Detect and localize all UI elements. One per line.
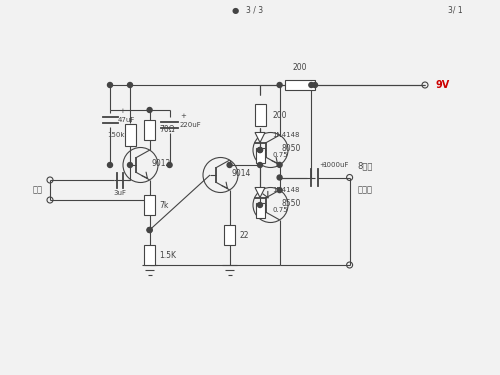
Text: 200: 200 — [272, 111, 287, 120]
Polygon shape — [255, 132, 265, 142]
Text: 3 / 3: 3 / 3 — [246, 6, 264, 15]
Polygon shape — [255, 188, 265, 198]
Circle shape — [128, 162, 132, 168]
Text: 3/ 1: 3/ 1 — [448, 6, 462, 15]
Text: 7k: 7k — [160, 201, 169, 210]
Text: 8欧姆: 8欧姆 — [357, 161, 372, 170]
Text: 200: 200 — [293, 63, 307, 72]
Text: 3uF: 3uF — [114, 190, 126, 196]
Circle shape — [277, 188, 282, 193]
Circle shape — [258, 162, 262, 168]
Text: 1N4148: 1N4148 — [272, 132, 300, 138]
Bar — [144, 195, 155, 215]
Text: +: + — [119, 108, 125, 114]
Circle shape — [277, 175, 282, 180]
Text: 1000uF: 1000uF — [322, 162, 348, 168]
Text: +: + — [180, 113, 186, 119]
Text: 220uF: 220uF — [180, 122, 202, 128]
Circle shape — [309, 82, 314, 87]
Text: 输入: 输入 — [32, 186, 42, 195]
Circle shape — [227, 162, 232, 168]
Text: 8550: 8550 — [282, 199, 301, 208]
Text: 70Ω: 70Ω — [160, 126, 175, 135]
Circle shape — [167, 162, 172, 168]
Text: 8050: 8050 — [282, 144, 301, 153]
Bar — [256, 147, 264, 162]
Text: ●: ● — [232, 6, 238, 15]
Circle shape — [108, 82, 112, 87]
Circle shape — [147, 228, 152, 232]
Text: 1N4148: 1N4148 — [272, 187, 300, 193]
Bar — [254, 104, 266, 126]
Bar — [144, 245, 155, 265]
Text: 9012: 9012 — [152, 159, 171, 168]
Circle shape — [312, 82, 318, 87]
Text: 9014: 9014 — [232, 169, 252, 178]
Circle shape — [147, 228, 152, 232]
Circle shape — [277, 162, 282, 167]
Circle shape — [108, 162, 112, 168]
Bar — [256, 202, 264, 217]
Bar — [144, 120, 155, 140]
Text: 150k: 150k — [108, 132, 125, 138]
Bar — [285, 80, 315, 90]
Text: 47uF: 47uF — [118, 117, 135, 123]
Text: 扬声器: 扬声器 — [357, 185, 372, 194]
Bar — [224, 225, 235, 245]
Circle shape — [128, 82, 132, 87]
Circle shape — [147, 108, 152, 112]
Circle shape — [258, 147, 262, 153]
Bar — [124, 124, 136, 146]
Text: +: + — [320, 162, 325, 168]
Text: 9V: 9V — [435, 80, 449, 90]
Text: 0.75: 0.75 — [272, 152, 288, 158]
Circle shape — [277, 82, 282, 87]
Text: 0.75: 0.75 — [272, 207, 288, 213]
Text: 22: 22 — [240, 231, 249, 240]
Circle shape — [258, 202, 262, 207]
Text: 1.5K: 1.5K — [160, 251, 176, 260]
Circle shape — [258, 147, 262, 153]
